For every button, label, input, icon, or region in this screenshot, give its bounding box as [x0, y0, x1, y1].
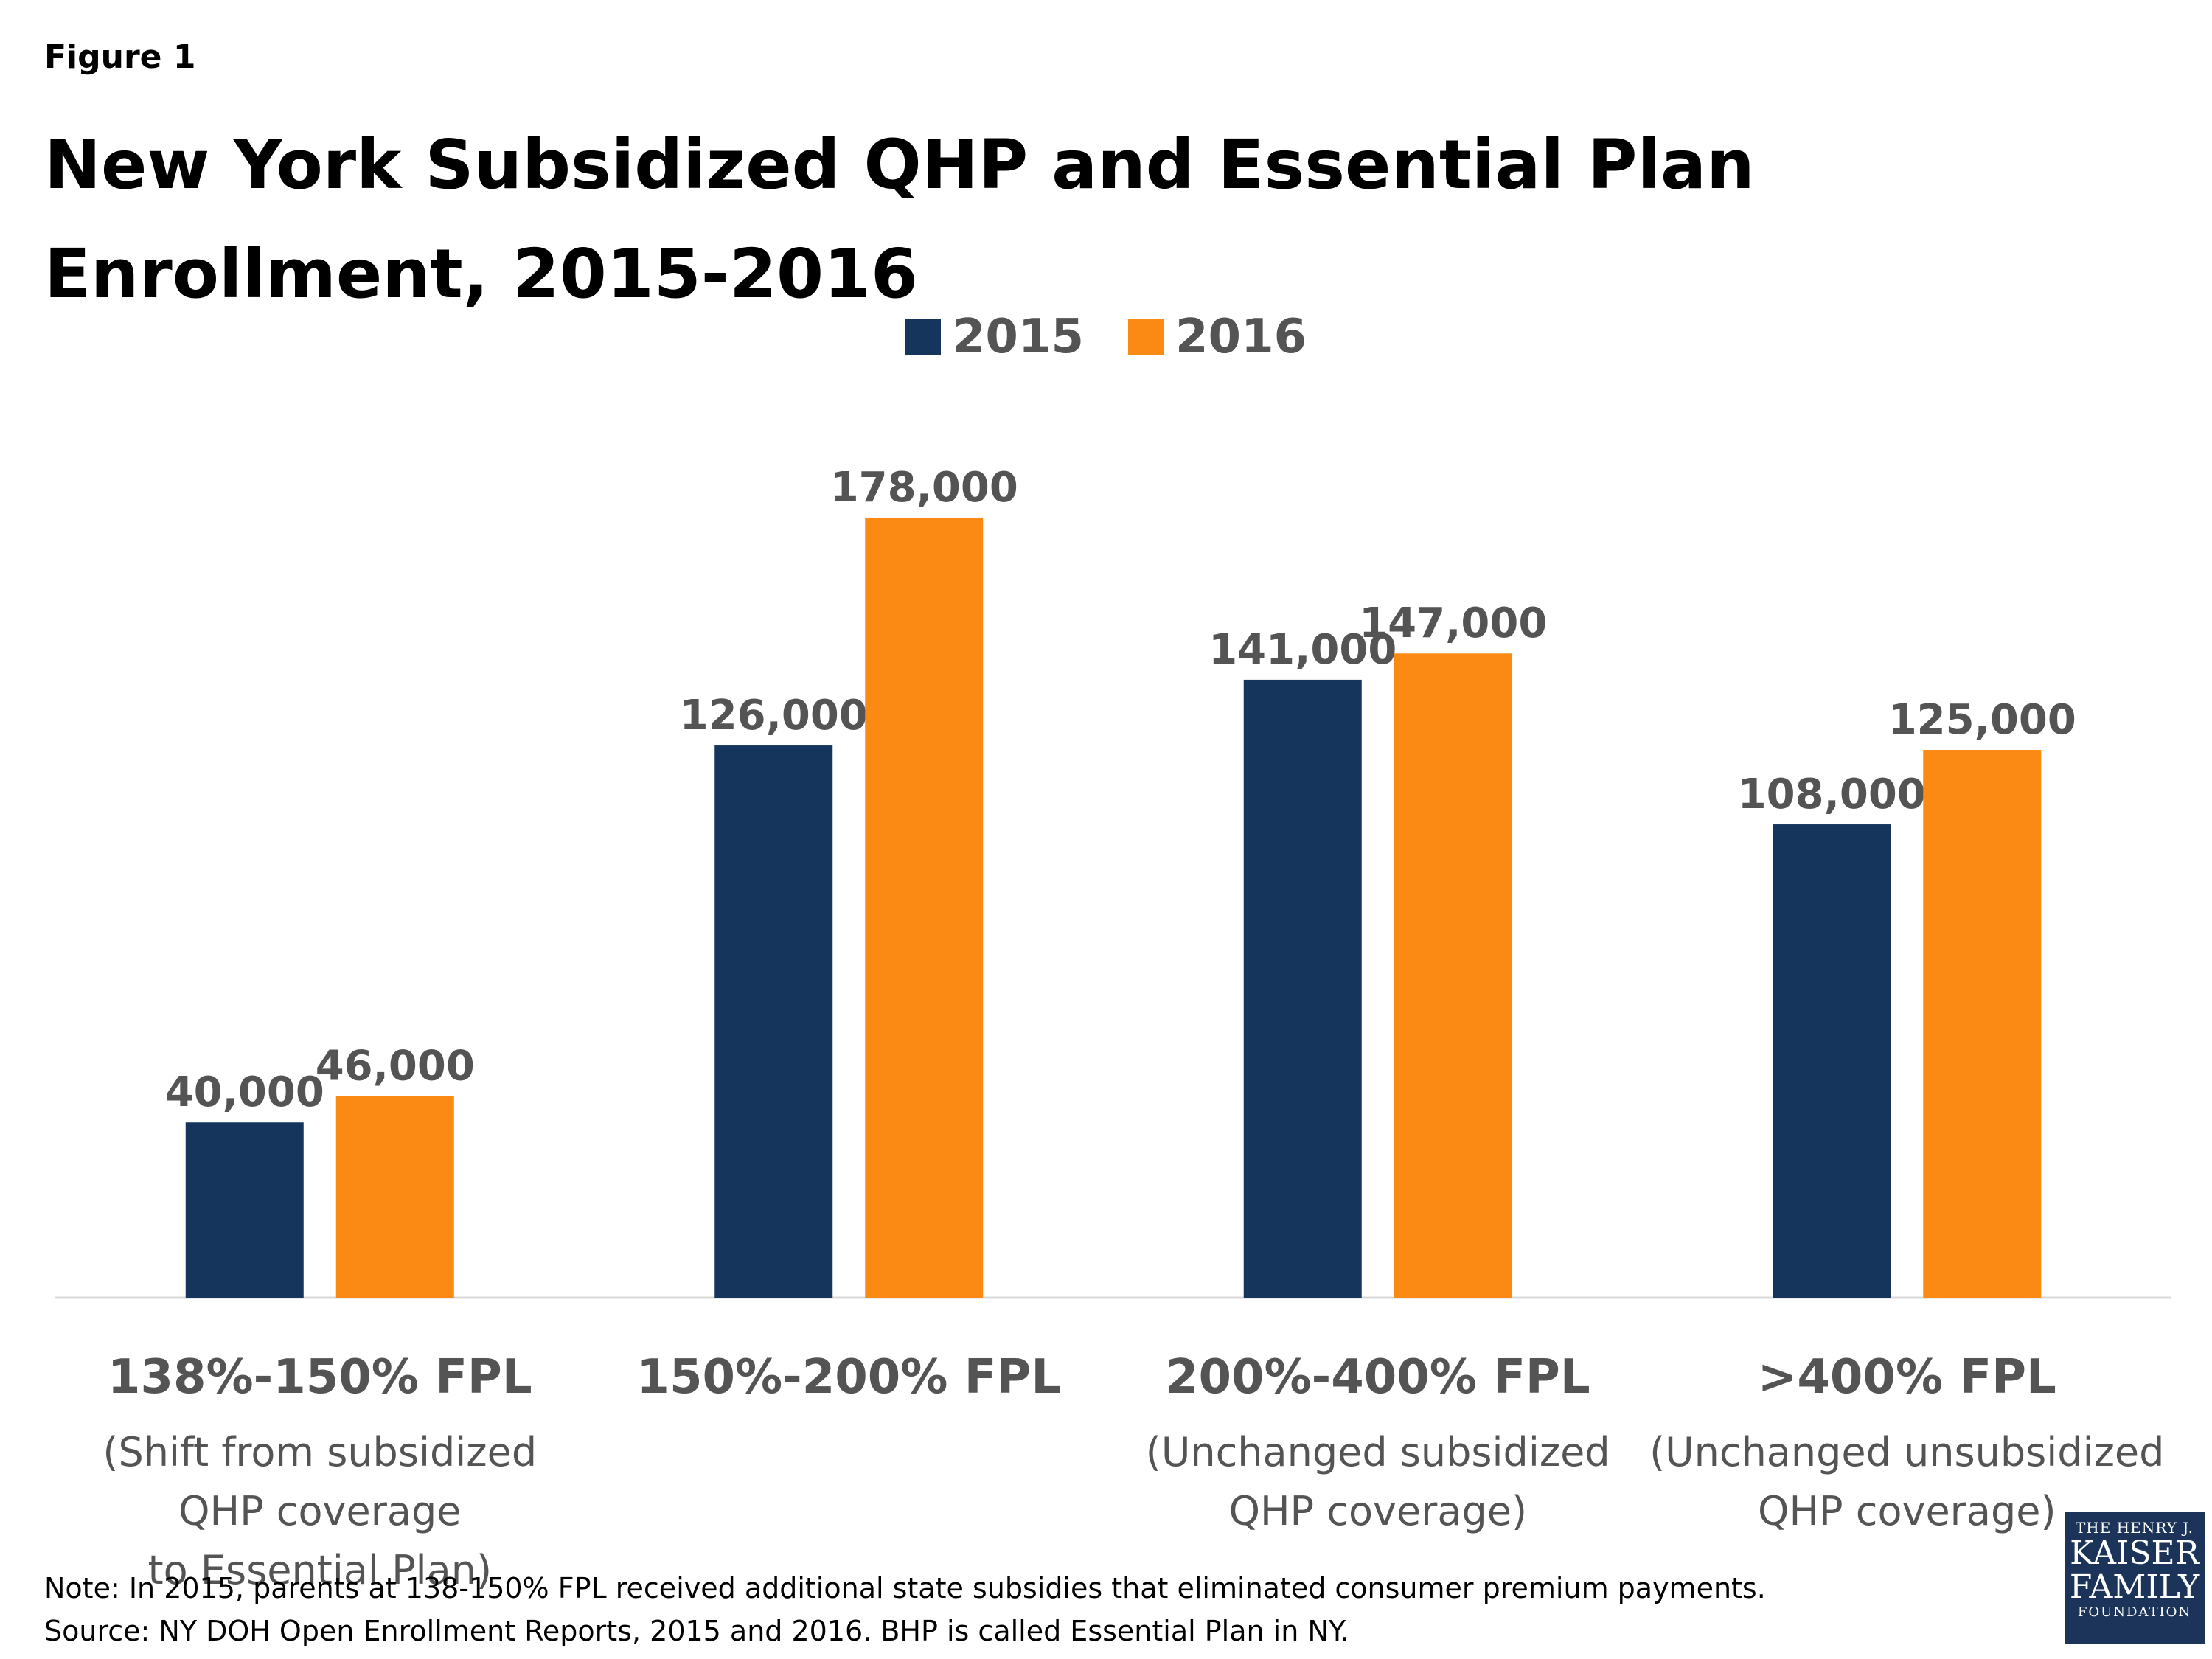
legend-item-2016: 2016 [1128, 310, 1307, 364]
bar-2015-group-3 [1243, 679, 1362, 1298]
data-label-2015-group-1: 40,000 [165, 1068, 324, 1116]
notes: Note: In 2015, parents at 138-150% FPL r… [44, 1567, 1766, 1652]
figure-label: Figure 1 [44, 38, 196, 76]
category-name: >400% FPL [1757, 1350, 2056, 1405]
data-label-2015-group-4: 108,000 [1738, 771, 1926, 818]
legend-swatch-2015 [905, 319, 941, 355]
category-subtitle-line-2: QHP coverage) [1228, 1488, 1528, 1534]
bar-2016-group-2 [865, 517, 984, 1298]
bar-2015-group-4 [1773, 824, 1891, 1298]
data-label-2015-group-3: 141,000 [1208, 626, 1397, 674]
category-label-group-2: 150%-200% FPL [583, 1348, 1114, 1423]
bar-2016-group-1 [335, 1096, 454, 1298]
category-name: 200%-400% FPL [1165, 1350, 1590, 1405]
data-label-2016-group-1: 46,000 [316, 1043, 475, 1091]
category-subtitle: (Shift from subsidized QHP coverage to Es… [55, 1423, 585, 1600]
category-subtitle: (Unchanged subsidized QHP coverage) [1113, 1423, 1644, 1541]
logo-line-1: THE HENRY J. [2075, 1519, 2194, 1537]
legend-swatch-2016 [1128, 319, 1164, 355]
category-subtitle-line-2: QHP coverage) [1757, 1488, 2056, 1534]
data-label-2016-group-2: 178,000 [830, 464, 1018, 512]
note-text: Note: In 2015, parents at 138-150% FPL r… [44, 1572, 1766, 1604]
logo-line-2: KAISER [2070, 1534, 2199, 1572]
category-name: 150%-200% FPL [636, 1350, 1062, 1405]
kff-logo: THE HENRY J. KAISER FAMILY FOUNDATION [2065, 1512, 2205, 1644]
legend: 2015 2016 [0, 310, 2212, 364]
legend-label-2016: 2016 [1175, 310, 1307, 364]
source-text: Source: NY DOH Open Enrollment Reports, … [44, 1615, 1349, 1647]
category-subtitle: (Unchanged unsubsidized QHP coverage) [1641, 1423, 2172, 1541]
logo-line-4: FOUNDATION [2077, 1604, 2192, 1620]
category-subtitle-line-1: (Shift from subsidized QHP coverage [102, 1429, 538, 1534]
logo-line-3: FAMILY [2069, 1568, 2200, 1606]
bar-2016-group-3 [1394, 653, 1512, 1298]
legend-item-2015: 2015 [905, 310, 1084, 364]
category-name: 138%-150% FPL [107, 1350, 532, 1405]
bar-2015-group-1 [185, 1122, 304, 1298]
chart-title: New York Subsidized QHP and Essential Pl… [44, 125, 1755, 313]
data-label-2015-group-2: 126,000 [680, 692, 868, 740]
bar-2015-group-2 [714, 745, 833, 1298]
category-label-group-1: 138%-150% FPL (Shift from subsidized QHP … [55, 1348, 585, 1600]
category-label-group-3: 200%-400% FPL (Unchanged subsidized QHP co… [1113, 1348, 1644, 1541]
category-subtitle-line-2: to Essential Plan) [147, 1547, 493, 1593]
data-label-2016-group-3: 147,000 [1359, 599, 1547, 647]
category-subtitle-line-1: (Unchanged subsidized [1145, 1429, 1610, 1475]
bar-2016-group-4 [1923, 750, 2042, 1298]
data-label-2016-group-4: 125,000 [1888, 696, 2076, 744]
legend-label-2015: 2015 [952, 310, 1084, 364]
category-subtitle-line-1: (Unchanged unsubsidized [1649, 1429, 2165, 1475]
category-label-group-4: >400% FPL (Unchanged unsubsidized QHP cove… [1641, 1348, 2172, 1541]
